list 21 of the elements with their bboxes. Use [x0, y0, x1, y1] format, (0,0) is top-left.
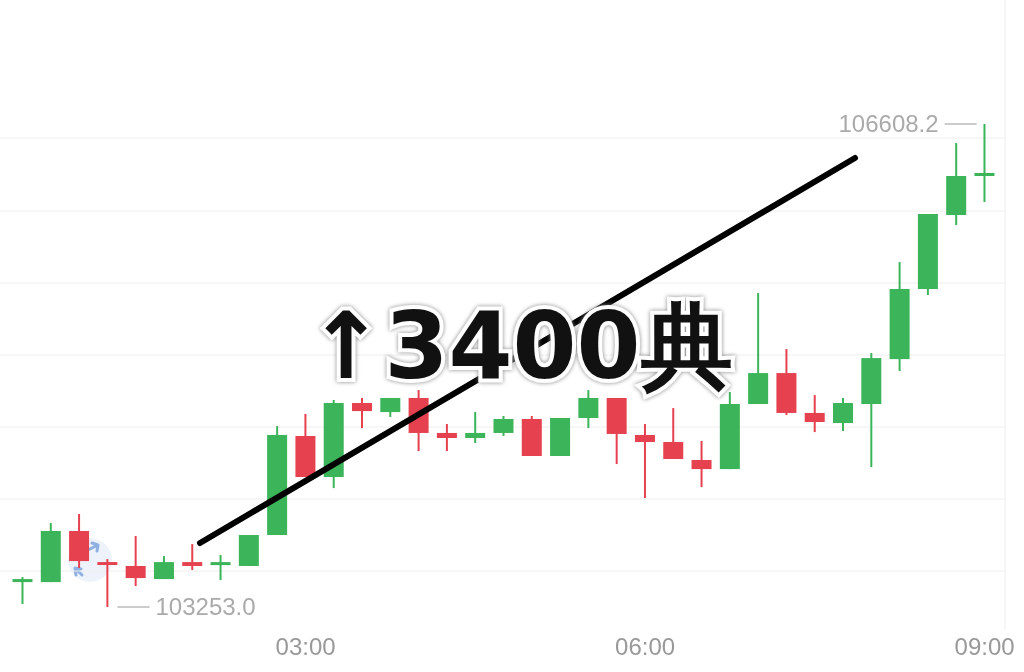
- candlestick: [493, 414, 514, 437]
- candlestick: [182, 543, 203, 571]
- candlestick: [12, 576, 33, 605]
- candlestick: [663, 407, 684, 461]
- candlestick: [634, 423, 655, 500]
- annotation: 106608.2: [838, 110, 939, 137]
- candlestick: [352, 396, 373, 430]
- x-tick-label: 09:00: [954, 633, 1015, 661]
- annotation: 103253.0: [155, 593, 256, 620]
- candlestick: [465, 410, 486, 445]
- candlestick: [97, 558, 118, 608]
- x-tick-label: 03:00: [275, 633, 336, 661]
- candlestick: [974, 123, 995, 204]
- candlestick: [125, 535, 146, 587]
- candlestick: [578, 389, 599, 430]
- candlestick: [804, 394, 825, 434]
- candlestick: [210, 554, 231, 582]
- candlestick: [691, 440, 712, 489]
- candlestick: [833, 396, 854, 433]
- candlestick: [436, 423, 457, 453]
- x-tick-label: 06:00: [615, 633, 676, 661]
